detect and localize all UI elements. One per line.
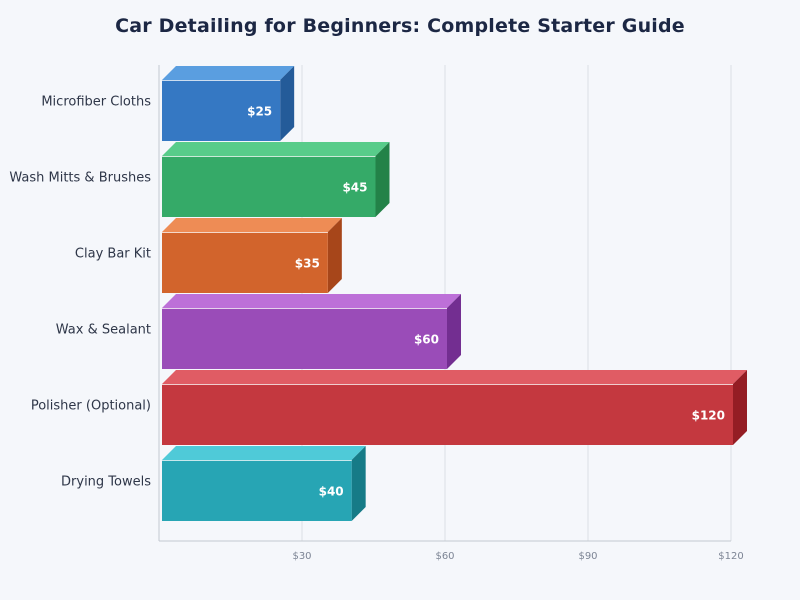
bar-side-face [327, 218, 342, 293]
category-label: Clay Bar Kit [75, 247, 151, 262]
bar-top-face [162, 142, 390, 156]
x-tick-label: $60 [435, 551, 454, 562]
bar-front-face [162, 460, 352, 521]
bar-front-face [162, 156, 376, 217]
bar-top-face [162, 294, 461, 308]
category-label: Wash Mitts & Brushes [9, 171, 151, 186]
x-tick-label: $120 [718, 551, 743, 562]
x-tick-label: $90 [578, 551, 597, 562]
category-label: Wax & Sealant [56, 323, 151, 338]
bar-side-face [280, 66, 295, 141]
bar-value-label: $120 [692, 409, 725, 423]
chart-title: Car Detailing for Beginners: Complete St… [115, 15, 685, 37]
bar-value-label: $60 [414, 333, 439, 347]
bar-top-face [162, 66, 295, 80]
bar-side-face [733, 370, 747, 445]
bar-top-face [162, 370, 747, 384]
category-label: Microfiber Cloths [41, 95, 151, 110]
bar-front-face [162, 232, 328, 293]
bar-value-label: $35 [295, 257, 320, 271]
bar-front-face [162, 308, 447, 369]
bar-side-face [351, 446, 366, 521]
bar-top-face [162, 218, 342, 232]
bar-front-face [162, 384, 733, 445]
bar-value-label: $25 [247, 105, 272, 119]
bar-value-label: $40 [319, 485, 344, 499]
category-label: Drying Towels [61, 475, 151, 490]
category-label: Polisher (Optional) [31, 399, 151, 414]
x-tick-label: $30 [292, 551, 311, 562]
bar-front-face [162, 80, 281, 141]
bar-value-label: $45 [342, 181, 367, 195]
bar-top-face [162, 446, 366, 460]
bar-side-face [447, 294, 461, 369]
bar-side-face [375, 142, 390, 217]
